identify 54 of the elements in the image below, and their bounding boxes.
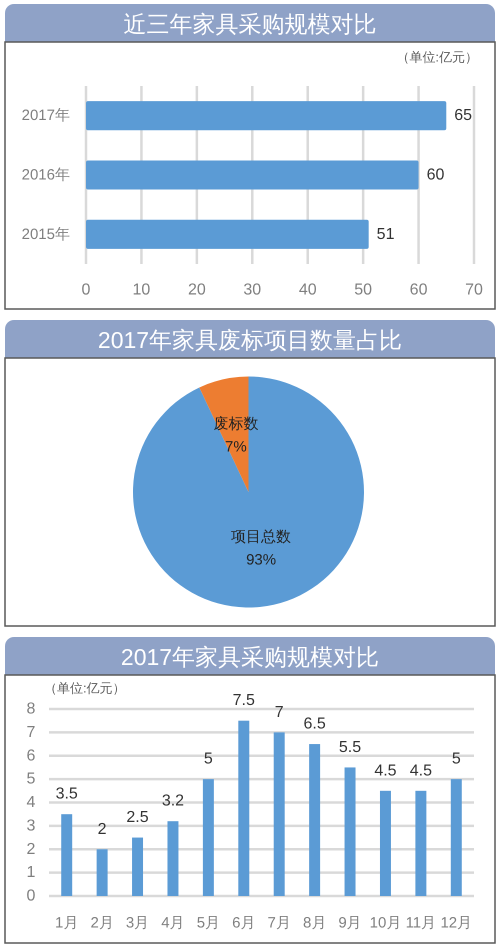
y-tick-label: 4 [26,794,36,811]
data-label: 7 [274,704,284,721]
y-tick-label: 6 [26,747,36,764]
y-tick-label: 1 [26,864,36,882]
data-label: 5.5 [338,738,362,756]
y-tick-label: 5 [26,770,36,788]
data-label: 4.5 [410,762,432,780]
x-tick-label: 12月 [440,914,472,932]
x-tick-label: 70 [465,282,483,298]
y-tick-label: 0 [26,888,36,904]
data-label: 6.5 [304,716,326,733]
data-label: 65 [454,107,472,124]
x-tick-label: 7月 [268,914,291,932]
data-label: 7.5 [232,692,256,710]
x-tick-label: 50 [354,282,372,298]
x-tick-label: 10 [132,282,150,298]
x-tick-label: 20 [188,282,206,298]
data-label: 3.5 [56,786,78,803]
x-tick-label: 1月 [55,914,78,932]
y-tick-label: 2016年 [22,166,70,184]
x-tick-label: 0 [82,282,91,298]
y-tick-label: 2017年 [22,107,70,124]
x-tick-label: 8月 [302,914,326,932]
x-tick-label: 4月 [161,914,185,932]
data-label: 5 [204,750,213,768]
y-tick-label: 2015年 [22,226,70,243]
x-tick-label: 11月 [406,914,436,932]
data-label: 60 [426,166,444,184]
y-tick-label: 3 [26,817,36,834]
data-label: 2.5 [126,809,149,826]
x-tick-label: 6月 [232,914,256,932]
title: 2017年家具采购规模对比 [120,644,380,670]
data-label: 51 [376,226,395,243]
x-tick-label: 10月 [370,914,402,932]
data-label: 5 [452,750,461,768]
x-tick-label: 60 [410,282,428,298]
x-tick-label: 30 [243,282,262,298]
x-tick-label: 5月 [196,914,220,932]
x-tick-label: 3月 [126,914,150,932]
data-label: 4.5 [374,762,397,780]
y-tick-label: 8 [26,700,36,718]
x-tick-label: 40 [298,282,317,298]
x-tick-label: 9月 [338,914,362,932]
title: 近三年家具采购规模对比 [124,11,376,37]
slice-label: 项目总数 [231,528,292,546]
title: 2017年家具废标项目数量占比 [98,327,402,353]
x-tick-label: 2月 [90,914,114,932]
data-label: 93% [246,551,276,568]
data-label: 3.2 [162,792,184,810]
data-label: 2 [98,820,107,838]
text: （单位:亿元） [396,50,478,64]
y-tick-label: 7 [26,724,36,741]
y-tick-label: 2 [26,840,36,858]
text: （单位:亿元） [44,680,126,696]
